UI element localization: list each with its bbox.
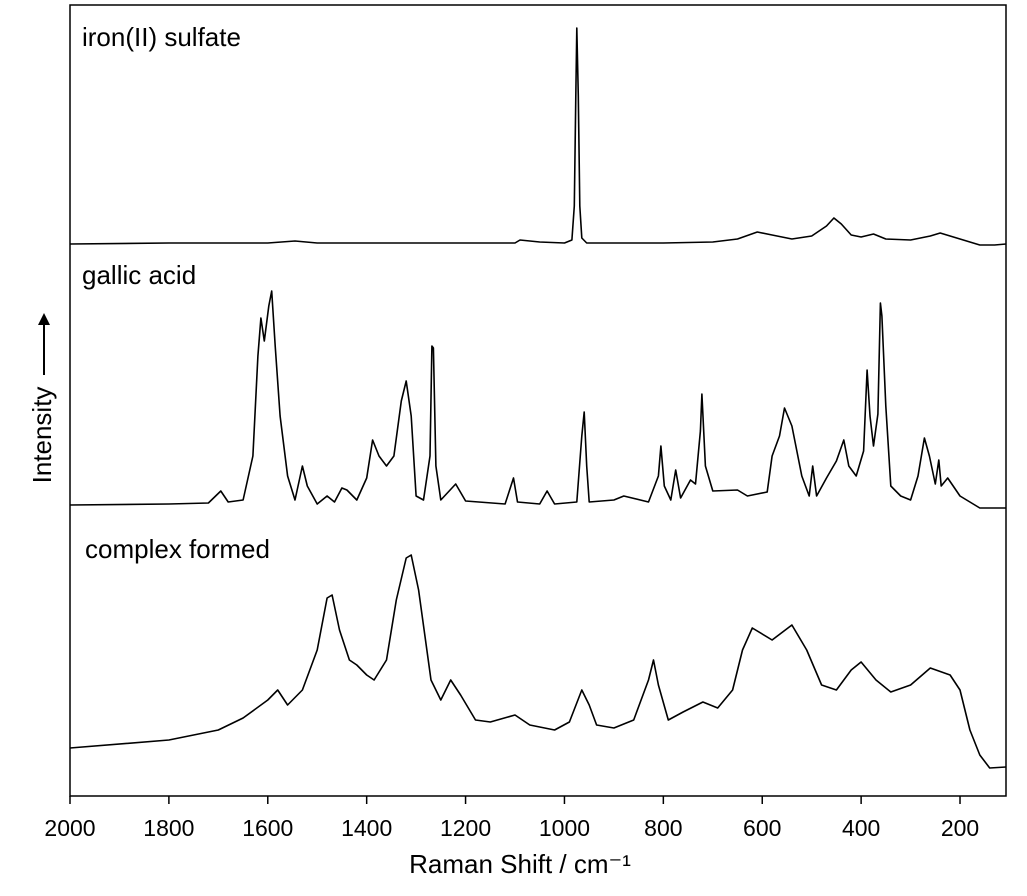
x-tick-label: 800: [644, 815, 682, 841]
y-axis-arrow-head: [38, 313, 50, 325]
x-tick-label: 1000: [539, 815, 590, 841]
x-tick-label: 1200: [440, 815, 491, 841]
series-label: gallic acid: [82, 260, 196, 290]
x-tick-label: 1800: [143, 815, 194, 841]
spectrum-line: [69, 290, 1006, 509]
series-label: iron(II) sulfate: [82, 22, 241, 52]
spectrum-line: [69, 27, 1007, 246]
spectrum-line: [69, 554, 1007, 769]
plot-frame: [69, 4, 1007, 797]
x-tick-label: 400: [842, 815, 880, 841]
y-axis-label-group: Intensity: [27, 313, 57, 483]
x-tick-label: 1400: [341, 815, 392, 841]
y-axis-label: Intensity: [27, 387, 57, 484]
x-axis-label: Raman Shift / cm⁻¹: [409, 849, 631, 879]
x-tick-label: 2000: [44, 815, 95, 841]
x-tick-label: 200: [941, 815, 979, 841]
series-label: complex formed: [85, 534, 270, 564]
x-tick-label: 600: [743, 815, 781, 841]
x-tick-label: 1600: [242, 815, 293, 841]
